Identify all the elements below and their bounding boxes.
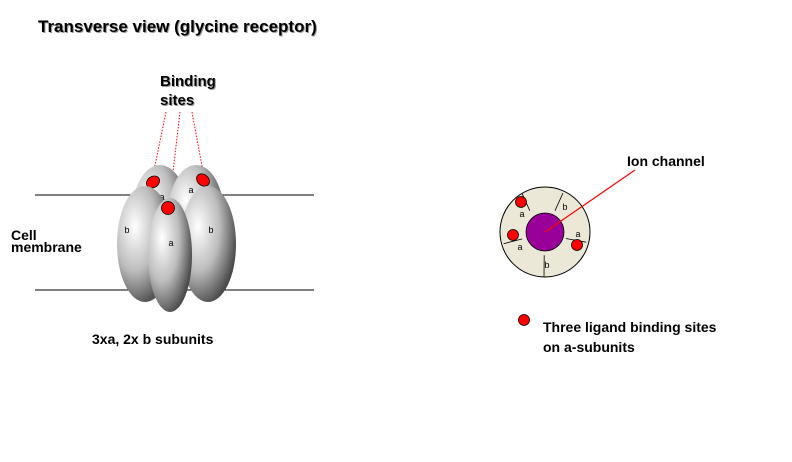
ring-segment-bottom-label: b [544,260,549,270]
subunit-label-front-center: a [168,238,173,248]
subunits-caption: 3xa, 2x b subunits [92,331,214,347]
ring-segment-top-left-label: a [519,209,524,219]
ring-segment-left-label: a [517,242,522,252]
subunit-label-front-left: b [124,225,129,235]
subunit-label-back-right: a [188,185,193,195]
ring-binding-site-top-left [515,196,527,208]
ion-channel-pointer [544,169,636,233]
ring-binding-site-left [507,229,519,241]
ring-segment-right-label: a [575,229,580,239]
binding-sites-label: Binding sites [160,72,216,110]
diagram-title: Transverse view (glycine receptor) [38,17,317,36]
legend-line2: on a-subunits [543,339,635,355]
subunit-label-back-left: a [159,192,164,202]
cell-membrane-label-line1: Cell [11,227,37,243]
subunit-front-right [180,186,236,302]
binding-sites-label-line2: sites [160,92,195,109]
legend-text: Three ligand binding sites on a-subunits [543,317,716,357]
binding-site-front-center [161,201,175,215]
subunit-label-front-right: b [208,225,213,235]
cell-membrane-label: Cell membrane [11,227,82,255]
cell-membrane-label-line2: membrane [11,239,82,255]
ring-divider-3 [503,238,523,245]
ring-binding-site-right [571,239,583,251]
ion-channel-label: Ion channel [627,153,705,169]
binding-site-back-left [146,175,160,189]
ring-segment-top-right-label: b [562,202,567,212]
binding-sites-label-line1: Binding [160,73,216,90]
legend-binding-site-marker [518,314,530,326]
ring-divider-1 [554,193,564,211]
binding-site-back-right [196,173,210,187]
legend-line1: Three ligand binding sites [543,319,717,335]
subunit-front-center [148,198,192,312]
